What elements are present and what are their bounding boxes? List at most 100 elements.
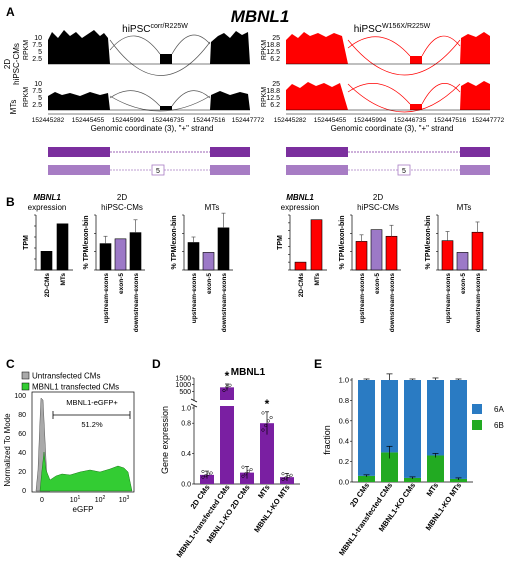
significance-star: * — [265, 397, 270, 411]
ytick: 0 — [22, 488, 26, 495]
ytick: 12.5 — [266, 95, 280, 102]
xtick: 152446735 — [152, 117, 185, 124]
right-coverage-2d — [286, 32, 490, 76]
data-point — [264, 423, 268, 428]
y-axis-label: % TPM/exon-bin — [171, 215, 178, 269]
ytick: 10 — [34, 35, 42, 42]
bar-6b — [427, 455, 444, 482]
c-plot-frame — [31, 391, 135, 493]
x-category-label: MTs — [424, 481, 440, 498]
right-rpkm-label-top: RPKM — [261, 40, 268, 60]
data-point — [286, 474, 290, 478]
x-category-label: exon-5 — [460, 273, 467, 294]
x-category-label: exon-5 — [374, 273, 381, 294]
bar-6b — [404, 477, 421, 482]
right-x-label: Genomic coordinate (3), "+" strand — [331, 124, 454, 133]
data-point — [269, 415, 273, 420]
legend-6b-swatch — [472, 420, 482, 430]
row-label-2d: 2D — [3, 59, 12, 69]
transfected-histogram — [39, 451, 133, 492]
bar — [310, 219, 323, 271]
b-left-2d-title1: 2D — [117, 193, 127, 202]
bar — [456, 252, 469, 271]
y-axis-label: % TPM/exon-bin — [339, 215, 346, 269]
data-point — [284, 476, 288, 480]
legend-transfected: MBNL1 transfected CMs — [32, 383, 119, 392]
xtick: 152447516 — [434, 117, 467, 124]
data-point — [244, 472, 248, 476]
left-coverage-2d — [48, 30, 250, 76]
b-right-mts-title: MTs — [457, 203, 472, 212]
xtick: 152445994 — [354, 117, 387, 124]
x-category-label: MTs — [314, 273, 321, 286]
xtick: 152445994 — [112, 117, 145, 124]
bar-6a — [450, 380, 467, 479]
ytick: 18.8 — [266, 88, 280, 95]
left-mts-yticks: 10 7.5 5 2.5 — [32, 81, 42, 109]
bar — [202, 252, 215, 271]
bar — [114, 238, 127, 271]
data-point — [261, 411, 265, 415]
bar-6a — [381, 380, 398, 453]
legend-untransfected-swatch — [21, 371, 30, 380]
left-coverage-mts — [48, 90, 250, 112]
right-rpkm-label-bottom: RPKM — [261, 87, 268, 107]
ytick-label: 1500 — [175, 376, 191, 383]
x-category-label: downstream-exons — [133, 273, 140, 333]
y-axis-label: TPM — [23, 235, 30, 250]
ytick: 60 — [18, 431, 26, 438]
data-point — [281, 472, 285, 476]
xtick: 0 — [40, 497, 44, 504]
legend-6b: 6B — [494, 421, 504, 430]
bar — [385, 235, 398, 271]
ytick: 7.5 — [32, 42, 42, 49]
x-category-label: upstream-exons — [103, 273, 110, 324]
ytick-label: 0.8 — [181, 421, 191, 428]
data-point — [201, 469, 205, 474]
ytick-label: 0.0 — [181, 482, 191, 489]
xtick: 152445282 — [32, 117, 65, 124]
significance-star: * — [225, 369, 230, 383]
ytick: 12.5 — [266, 49, 280, 56]
x-category-label: exon-5 — [118, 273, 125, 294]
data-point — [266, 419, 270, 423]
left-rpkm-label-top: RPKM — [23, 40, 30, 60]
xtick: 152446735 — [394, 117, 427, 124]
gene-title: MBNL1 — [231, 7, 290, 26]
ytick: 18.8 — [266, 42, 280, 49]
ytick: 6.2 — [270, 56, 280, 63]
panel-letter-b: B — [6, 195, 15, 209]
data-point — [246, 469, 250, 473]
panel-b: MBNL1 expression 2D hiPSC-CMs MTs MBNL1 … — [23, 193, 487, 332]
ytick: 5 — [38, 49, 42, 56]
ytick-label: 0.4 — [181, 451, 191, 458]
right-coverage-mts — [286, 81, 490, 113]
bar-lower — [220, 406, 234, 484]
data-point — [289, 473, 293, 477]
xtick: 152445455 — [72, 117, 105, 124]
x-category-label: upstream-exons — [445, 273, 452, 324]
axis-break — [190, 403, 198, 408]
bar — [370, 229, 383, 271]
b-right-expr-title1: MBNL1 — [286, 193, 314, 202]
left-x-label: Genomic coordinate (3), "+" strand — [91, 124, 214, 133]
bar — [441, 240, 454, 271]
panel-a: hiPSCcorr/R225W hiPSCW156X/R225W 2D hiPS… — [3, 23, 505, 176]
ytick: 25 — [272, 35, 280, 42]
y-axis-label: % TPM/exon-bin — [425, 215, 432, 269]
panel-letter-a: A — [6, 5, 15, 19]
ytick: 7.5 — [32, 88, 42, 95]
ytick: 100 — [14, 393, 26, 400]
bar-6b — [358, 475, 375, 482]
c-xticks: 0 101 102 103 — [40, 495, 129, 504]
data-point — [249, 468, 253, 472]
exon5-label: 5 — [156, 168, 160, 175]
x-category-label: MTs — [256, 483, 272, 500]
c-yticks: 100 80 60 40 20 0 — [14, 393, 26, 495]
data-point — [281, 477, 285, 481]
xtick: 103 — [119, 495, 130, 504]
b-left-2d-title2: hiPSC-CMs — [101, 203, 143, 212]
left-rpkm-label-bottom: RPKM — [23, 87, 30, 107]
ytick-label: 1.0 — [181, 406, 191, 413]
